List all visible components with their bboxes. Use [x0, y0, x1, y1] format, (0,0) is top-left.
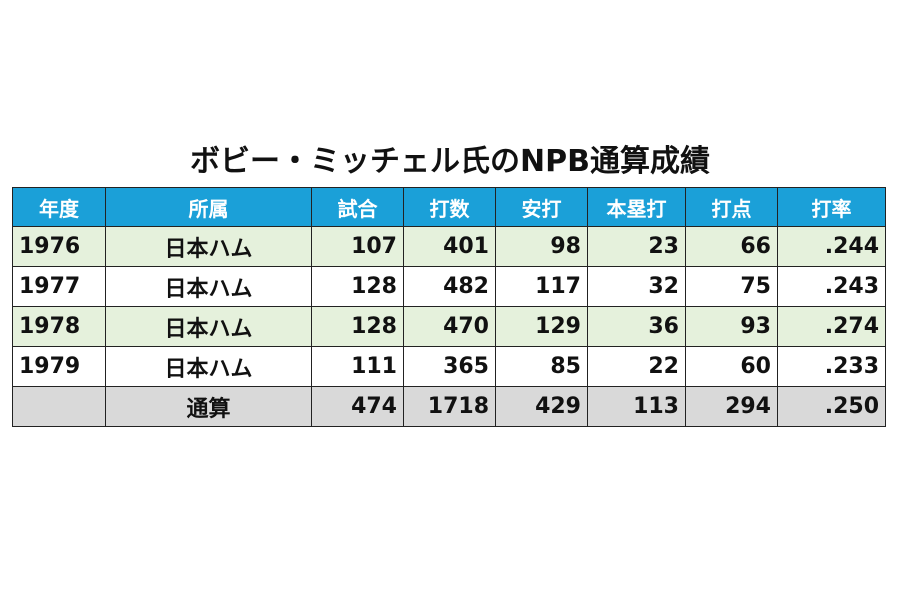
total-hits: 429: [495, 386, 588, 427]
cell-home-runs: 22: [587, 346, 686, 387]
total-year-cell: [12, 386, 106, 427]
cell-avg: .243: [777, 266, 886, 307]
total-avg: .250: [777, 386, 886, 427]
cell-games: 107: [311, 226, 404, 267]
cell-games: 111: [311, 346, 404, 387]
total-at-bats: 1718: [403, 386, 496, 427]
header-at-bats: 打数: [403, 187, 496, 227]
cell-avg: .274: [777, 306, 886, 347]
cell-rbi: 66: [685, 226, 778, 267]
cell-year: 1976: [12, 226, 106, 267]
header-games: 試合: [311, 187, 404, 227]
total-games: 474: [311, 386, 404, 427]
total-rbi: 294: [685, 386, 778, 427]
total-row: 通算 474 1718 429 113 294 .250: [12, 386, 886, 427]
table-row: 1976 日本ハム 107 401 98 23 66 .244: [12, 226, 886, 267]
cell-at-bats: 482: [403, 266, 496, 307]
cell-hits: 85: [495, 346, 588, 387]
total-label: 通算: [105, 386, 312, 427]
table-row: 1977 日本ハム 128 482 117 32 75 .243: [12, 266, 886, 307]
stats-table: 年度 所属 試合 打数 安打 本塁打 打点 打率 1976 日本ハム 107 4…: [12, 187, 886, 427]
header-team: 所属: [105, 187, 312, 227]
table-row: 1979 日本ハム 111 365 85 22 60 .233: [12, 346, 886, 387]
cell-rbi: 75: [685, 266, 778, 307]
cell-rbi: 60: [685, 346, 778, 387]
cell-at-bats: 401: [403, 226, 496, 267]
page-title: ボビー・ミッチェル氏のNPB通算成績: [190, 144, 710, 179]
cell-at-bats: 365: [403, 346, 496, 387]
cell-hits: 98: [495, 226, 588, 267]
cell-rbi: 93: [685, 306, 778, 347]
cell-home-runs: 32: [587, 266, 686, 307]
cell-hits: 117: [495, 266, 588, 307]
total-home-runs: 113: [587, 386, 686, 427]
header-rbi: 打点: [685, 187, 778, 227]
cell-games: 128: [311, 306, 404, 347]
cell-home-runs: 23: [587, 226, 686, 267]
table-row: 1978 日本ハム 128 470 129 36 93 .274: [12, 306, 886, 347]
cell-games: 128: [311, 266, 404, 307]
cell-team: 日本ハム: [105, 346, 312, 387]
cell-avg: .244: [777, 226, 886, 267]
cell-year: 1977: [12, 266, 106, 307]
cell-year: 1978: [12, 306, 106, 347]
cell-at-bats: 470: [403, 306, 496, 347]
cell-team: 日本ハム: [105, 306, 312, 347]
table-header-row: 年度 所属 試合 打数 安打 本塁打 打点 打率: [12, 187, 886, 227]
cell-team: 日本ハム: [105, 266, 312, 307]
cell-year: 1979: [12, 346, 106, 387]
header-year: 年度: [12, 187, 106, 227]
cell-home-runs: 36: [587, 306, 686, 347]
cell-hits: 129: [495, 306, 588, 347]
header-avg: 打率: [777, 187, 886, 227]
header-hits: 安打: [495, 187, 588, 227]
cell-avg: .233: [777, 346, 886, 387]
header-home-runs: 本塁打: [587, 187, 686, 227]
cell-team: 日本ハム: [105, 226, 312, 267]
